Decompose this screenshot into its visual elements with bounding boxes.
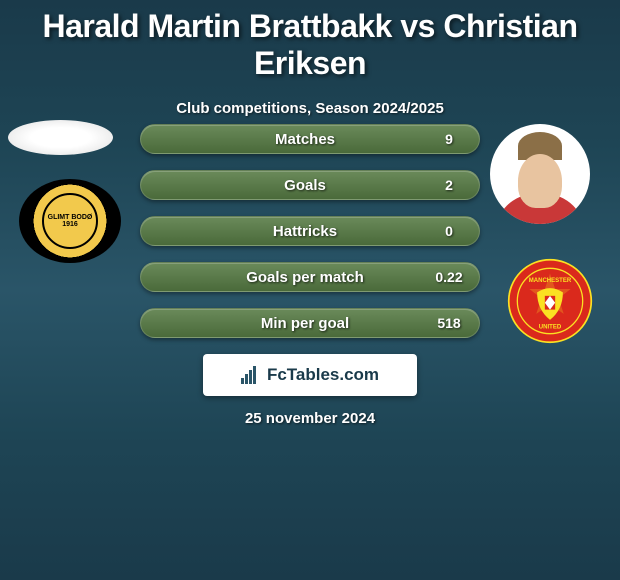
stat-value-right: 0.22 xyxy=(419,269,479,285)
club-left-text: GLIMT BODØ 1916 xyxy=(42,193,98,249)
svg-text:MANCHESTER: MANCHESTER xyxy=(529,278,572,284)
stat-label: Hattricks xyxy=(141,223,419,240)
stat-value-right: 518 xyxy=(419,315,479,331)
player-left-placeholder xyxy=(8,120,113,155)
svg-text:UNITED: UNITED xyxy=(539,325,562,331)
stat-row: Min per goal 518 xyxy=(140,308,480,338)
stat-row: Matches 9 xyxy=(140,124,480,154)
stat-value-right: 0 xyxy=(419,223,479,239)
date-text: 25 november 2024 xyxy=(0,410,620,427)
stat-value-right: 2 xyxy=(419,177,479,193)
page-title: Harald Martin Brattbakk vs Christian Eri… xyxy=(0,0,620,82)
stat-label: Goals per match xyxy=(141,269,419,286)
stat-row: Goals 2 xyxy=(140,170,480,200)
stat-label: Matches xyxy=(141,131,419,148)
stats-container: Matches 9 Goals 2 Hattricks 0 Goals per … xyxy=(140,124,480,354)
stat-row: Goals per match 0.22 xyxy=(140,262,480,292)
stat-value-right: 9 xyxy=(419,131,479,147)
branding-bars-icon xyxy=(241,366,261,384)
branding-box: FcTables.com xyxy=(203,354,417,396)
branding-text: FcTables.com xyxy=(267,365,379,385)
subtitle: Club competitions, Season 2024/2025 xyxy=(0,100,620,117)
player-right-avatar xyxy=(490,124,590,224)
club-left-badge: GLIMT BODØ 1916 xyxy=(19,179,121,263)
club-right-badge: MANCHESTER UNITED xyxy=(500,258,600,344)
stat-row: Hattricks 0 xyxy=(140,216,480,246)
stat-label: Goals xyxy=(141,177,419,194)
stat-label: Min per goal xyxy=(141,315,419,332)
